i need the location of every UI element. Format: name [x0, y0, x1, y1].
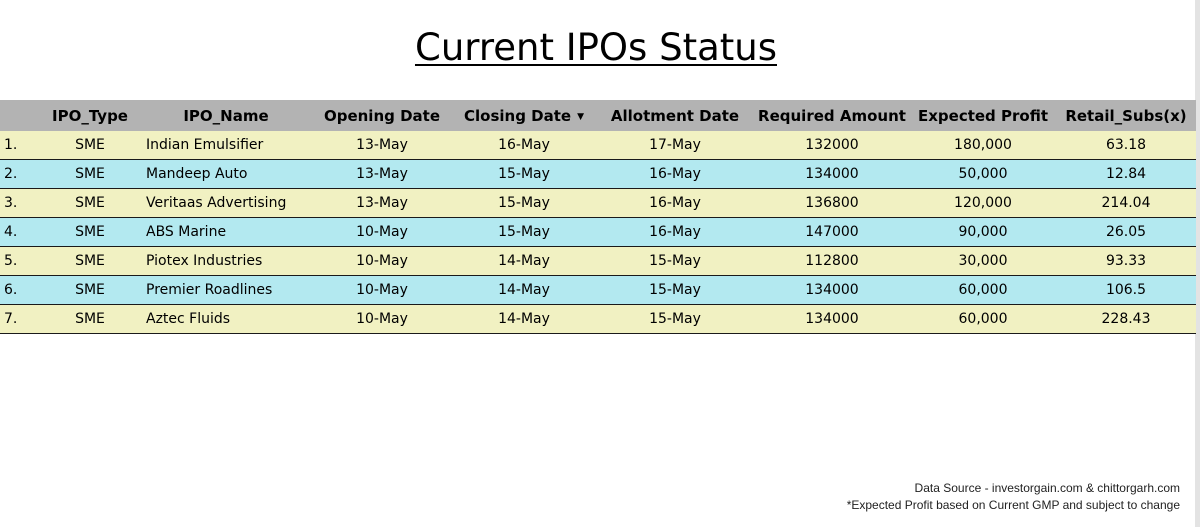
- header-ipo-type[interactable]: IPO_Type: [40, 100, 140, 131]
- header-opening-date[interactable]: Opening Date: [312, 100, 452, 131]
- cell-expected-profit: 90,000: [910, 217, 1056, 247]
- cell-index: 4.: [0, 217, 40, 247]
- cell-opening-date: 10-May: [312, 275, 452, 305]
- sort-dropdown-icon[interactable]: ▼: [577, 111, 584, 122]
- header-closing-date-label: Closing Date: [463, 106, 572, 125]
- cell-ipo-type: SME: [40, 159, 140, 189]
- cell-expected-profit: 30,000: [910, 246, 1056, 276]
- cell-closing-date: 15-May: [452, 159, 596, 189]
- cell-expected-profit: 120,000: [910, 188, 1056, 218]
- cell-ipo-name: Veritaas Advertising: [140, 188, 312, 218]
- cell-retail-subs: 26.05: [1056, 217, 1196, 247]
- cell-opening-date: 13-May: [312, 188, 452, 218]
- cell-required-amount: 134000: [754, 159, 910, 189]
- cell-ipo-name: Premier Roadlines: [140, 275, 312, 305]
- cell-retail-subs: 106.5: [1056, 275, 1196, 305]
- header-expected-profit[interactable]: Expected Profit: [910, 100, 1056, 131]
- cell-opening-date: 10-May: [312, 217, 452, 247]
- cell-required-amount: 132000: [754, 131, 910, 160]
- table-row[interactable]: 3. SME Veritaas Advertising 13-May 15-May 16-…: [0, 188, 1196, 218]
- cell-allotment-date: 16-May: [596, 159, 754, 189]
- cell-required-amount: 134000: [754, 275, 910, 305]
- cell-expected-profit: 60,000: [910, 275, 1056, 305]
- cell-index: 7.: [0, 304, 40, 334]
- cell-opening-date: 10-May: [312, 304, 452, 334]
- cell-retail-subs: 12.84: [1056, 159, 1196, 189]
- header-required-amount[interactable]: Required Amount: [754, 100, 910, 131]
- scrollbar-edge: [1195, 0, 1200, 527]
- cell-ipo-type: SME: [40, 246, 140, 276]
- cell-expected-profit: 60,000: [910, 304, 1056, 334]
- page-title: Current IPOs Status: [414, 26, 777, 69]
- table-row[interactable]: 7. SME Aztec Fluids 10-May 14-May 15-May 13400…: [0, 304, 1196, 334]
- header-allotment-date[interactable]: Allotment Date: [596, 100, 754, 131]
- cell-ipo-name: Aztec Fluids: [140, 304, 312, 334]
- header-closing-date[interactable]: Closing Date ▼: [452, 100, 596, 131]
- table-row[interactable]: 6. SME Premier Roadlines 10-May 14-May 15-May…: [0, 275, 1196, 305]
- cell-ipo-name: ABS Marine: [140, 217, 312, 247]
- cell-expected-profit: 50,000: [910, 159, 1056, 189]
- expected-profit-disclaimer: *Expected Profit based on Current GMP an…: [846, 498, 1180, 512]
- header-retail-subs[interactable]: Retail_Subs(x): [1056, 100, 1196, 131]
- cell-retail-subs: 214.04: [1056, 188, 1196, 218]
- cell-opening-date: 10-May: [312, 246, 452, 276]
- cell-ipo-type: SME: [40, 275, 140, 305]
- header-index: [0, 100, 40, 131]
- cell-allotment-date: 15-May: [596, 246, 754, 276]
- cell-ipo-type: SME: [40, 304, 140, 334]
- cell-closing-date: 14-May: [452, 304, 596, 334]
- cell-closing-date: 15-May: [452, 217, 596, 247]
- cell-allotment-date: 16-May: [596, 188, 754, 218]
- cell-closing-date: 15-May: [452, 188, 596, 218]
- cell-closing-date: 16-May: [452, 131, 596, 160]
- cell-opening-date: 13-May: [312, 131, 452, 160]
- cell-index: 2.: [0, 159, 40, 189]
- cell-closing-date: 14-May: [452, 275, 596, 305]
- table-row[interactable]: 2. SME Mandeep Auto 13-May 15-May 16-May 13400…: [0, 159, 1196, 189]
- cell-required-amount: 147000: [754, 217, 910, 247]
- cell-allotment-date: 17-May: [596, 131, 754, 160]
- table-row[interactable]: 5. SME Piotex Industries 10-May 14-May 15-May…: [0, 246, 1196, 276]
- cell-opening-date: 13-May: [312, 159, 452, 189]
- cell-retail-subs: 63.18: [1056, 131, 1196, 160]
- cell-expected-profit: 180,000: [910, 131, 1056, 160]
- cell-ipo-type: SME: [40, 131, 140, 160]
- cell-index: 6.: [0, 275, 40, 305]
- cell-allotment-date: 16-May: [596, 217, 754, 247]
- data-source-note: Data Source - investorgain.com & chittor…: [914, 481, 1180, 495]
- cell-ipo-name: Indian Emulsifier: [140, 131, 312, 160]
- table-row[interactable]: 1. SME Indian Emulsifier 13-May 16-May 17-May…: [0, 131, 1196, 160]
- cell-ipo-name: Mandeep Auto: [140, 159, 312, 189]
- cell-required-amount: 112800: [754, 246, 910, 276]
- cell-retail-subs: 228.43: [1056, 304, 1196, 334]
- header-ipo-name[interactable]: IPO_Name: [140, 100, 312, 131]
- ipo-status-table: IPO_Type IPO_Name Opening Date Closing D…: [0, 100, 1196, 334]
- cell-allotment-date: 15-May: [596, 275, 754, 305]
- cell-required-amount: 136800: [754, 188, 910, 218]
- cell-closing-date: 14-May: [452, 246, 596, 276]
- table-body: 1. SME Indian Emulsifier 13-May 16-May 17-May…: [0, 131, 1196, 334]
- table-header-row: IPO_Type IPO_Name Opening Date Closing D…: [0, 100, 1196, 131]
- cell-ipo-type: SME: [40, 188, 140, 218]
- table-row[interactable]: 4. SME ABS Marine 10-May 15-May 16-May 147000 9…: [0, 217, 1196, 247]
- cell-index: 5.: [0, 246, 40, 276]
- cell-ipo-type: SME: [40, 217, 140, 247]
- cell-ipo-name: Piotex Industries: [140, 246, 312, 276]
- cell-retail-subs: 93.33: [1056, 246, 1196, 276]
- cell-required-amount: 134000: [754, 304, 910, 334]
- cell-index: 1.: [0, 131, 40, 160]
- cell-allotment-date: 15-May: [596, 304, 754, 334]
- cell-index: 3.: [0, 188, 40, 218]
